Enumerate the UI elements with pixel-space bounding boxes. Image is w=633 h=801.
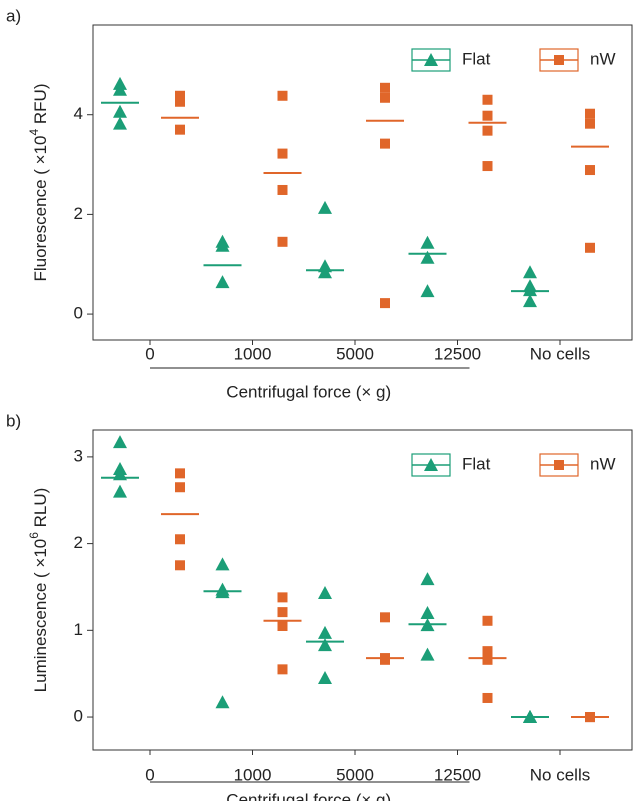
y-tick-label: 2 [74,533,83,552]
data-point [380,138,390,149]
y-axis-title-part: RFU) [31,83,50,128]
data-point [482,125,493,136]
data-point [420,605,435,619]
x-tick-label: 12500 [434,344,481,363]
data-point [175,468,185,479]
plot-frame [92,429,633,751]
panel-label: b) [6,411,21,430]
y-tick-label: 3 [74,446,83,465]
data-point [420,572,435,586]
data-point [380,654,390,665]
data-point [523,265,537,279]
y-tick-label: 0 [74,707,83,726]
data-point [523,283,537,297]
data-point [277,664,288,675]
data-point [420,284,435,298]
y-tick-label: 0 [74,304,83,323]
data-point [585,242,595,253]
legend-label: nW [590,49,616,68]
y-axis-title-part: 4 [27,129,41,136]
data-point [420,235,435,249]
data-point [215,275,230,289]
x-tick-label: No cells [530,765,590,784]
data-point [215,238,230,252]
data-point [175,482,185,493]
x-axis-title: Centrifugal force (× g) [226,790,391,801]
data-point [523,294,537,308]
y-tick-label: 4 [74,104,83,123]
data-point [113,82,127,96]
x-tick-label: 0 [145,344,154,363]
data-point [175,560,185,571]
legend-label: Flat [462,49,491,68]
data-point [420,647,435,661]
data-point [113,435,127,449]
data-point [482,110,493,121]
data-point [482,615,493,626]
data-point [482,161,493,172]
data-point [380,92,390,103]
y-axis-title: Fluorescence ( ×104 RFU) [27,83,50,281]
data-point [277,607,288,618]
data-point [318,638,332,652]
data-point [175,124,185,135]
y-axis-title-part: Luminescence ( ×10 [31,539,50,693]
data-point [215,557,230,571]
data-point [175,534,185,545]
data-point [318,265,332,279]
data-point [277,90,288,101]
data-point [585,118,595,129]
x-tick-label: 12500 [434,765,481,784]
legend-marker [424,458,438,471]
data-point [585,165,595,176]
data-point [277,592,288,603]
data-point [482,646,493,657]
y-axis-title-part: 6 [27,532,41,539]
panel-label: a) [6,6,21,25]
data-point [380,612,390,623]
data-point [277,620,288,631]
data-point [113,484,127,498]
data-point [420,250,435,264]
data-point [318,200,332,214]
data-point [113,104,127,118]
panel: b) Luminescence ( ×106 RLU) 0 1 2 3 0 1000 5000 1… [6,411,633,801]
plot-frame [92,24,633,341]
x-tick-label: No cells [530,344,590,363]
legend-label: Flat [462,454,491,473]
x-tick-label: 5000 [336,765,374,784]
x-tick-label: 5000 [336,344,374,363]
legend-label: nW [590,454,616,473]
y-axis-title-part: RLU) [31,488,50,532]
data-point [585,108,595,119]
x-tick-label: 1000 [234,765,272,784]
data-point [380,298,390,309]
y-tick-label: 1 [74,620,83,639]
data-point [113,116,127,130]
data-point [482,654,493,665]
data-point [318,586,332,600]
data-point [215,695,230,709]
data-point [277,184,288,195]
data-point [380,82,390,93]
x-axis-title: Centrifugal force (× g) [226,382,391,401]
data-point [277,148,288,159]
y-tick-label: 2 [74,204,83,223]
y-axis-title-part: Fluorescence ( ×10 [31,136,50,282]
legend-marker [554,460,564,470]
data-point [175,96,185,107]
x-tick-label: 1000 [234,344,272,363]
data-point [277,236,288,247]
data-point [175,90,185,101]
x-tick-label: 0 [145,765,154,784]
data-point [482,692,493,703]
data-point [318,625,332,639]
y-axis-title: Luminescence ( ×106 RLU) [27,488,50,693]
legend-marker [424,53,438,66]
data-point [482,94,493,105]
legend-marker [554,55,564,65]
data-point [318,671,332,685]
